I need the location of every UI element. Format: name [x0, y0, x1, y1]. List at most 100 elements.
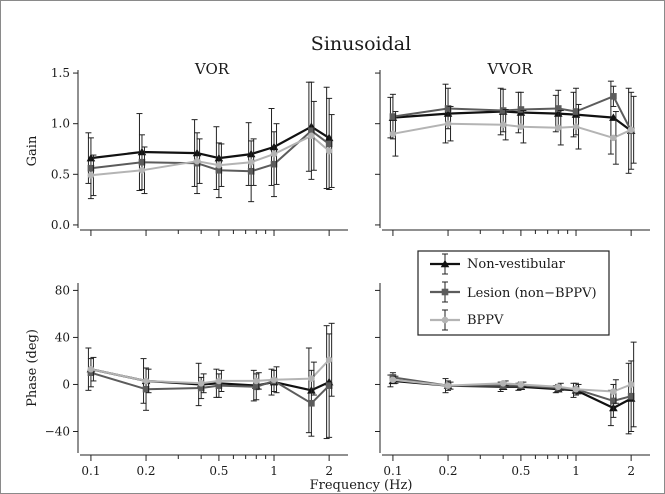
y-tick-label: 40 [55, 330, 70, 344]
legend-label-bppv: BPPV [467, 313, 504, 328]
x-tick-label: 0.2 [438, 464, 457, 478]
series-line [90, 359, 330, 385]
data-point [572, 385, 580, 393]
series-non-vestibular [85, 81, 334, 192]
data-point [215, 377, 223, 385]
data-point [308, 399, 315, 407]
series-line [392, 95, 632, 132]
series-bppv [87, 322, 335, 397]
data-point [554, 105, 562, 112]
data-point [554, 383, 562, 391]
x-tick-label: 2 [325, 464, 333, 478]
x-tick-label: 1 [572, 464, 580, 478]
data-point [389, 130, 397, 138]
data-point [627, 126, 635, 134]
data-point [308, 132, 315, 140]
panel-title-vvor: VVOR [487, 60, 534, 78]
data-point [389, 376, 397, 384]
x-tick-label: 1 [270, 464, 278, 478]
data-point [389, 113, 397, 120]
y-tick-label: 0 [62, 377, 70, 391]
data-point [444, 105, 452, 112]
x-tick-label: 0.2 [136, 464, 155, 478]
data-point [499, 121, 507, 128]
data-point [308, 375, 315, 382]
data-point [87, 369, 95, 377]
legend-marker-lesion-non-bppv [441, 288, 449, 296]
data-point [87, 164, 95, 172]
series-line [90, 134, 330, 177]
data-point [270, 376, 278, 384]
data-point [325, 356, 333, 364]
data-point [627, 392, 635, 400]
data-point [138, 158, 146, 166]
data-point [215, 166, 223, 174]
series-bppv [389, 341, 637, 428]
data-point [325, 147, 333, 155]
data-point [517, 123, 525, 131]
data-point [87, 172, 95, 179]
panel-vvor-gain [375, 70, 650, 236]
data-point [215, 161, 223, 169]
data-point [499, 107, 507, 114]
data-point [138, 166, 146, 174]
y-tick-label: −40 [45, 424, 70, 438]
data-point [270, 150, 278, 158]
y-tick-label: 80 [55, 283, 70, 297]
data-point [610, 134, 617, 142]
data-point [215, 382, 223, 389]
data-point [610, 397, 617, 405]
x-tick-label: 2 [627, 464, 635, 478]
panel-vor-gain: 0.0 0.5 1.0 1.5 [51, 66, 348, 236]
data-point [325, 382, 333, 389]
panel-vor-phase: −40 0 40 80 0.1 0.2 0.5 1 2 [45, 283, 348, 478]
panel-title-vor: VOR [194, 60, 230, 78]
y-tick-label: 1.5 [51, 66, 70, 80]
data-point [325, 140, 333, 148]
panel-vvor-phase: 0.1 0.2 0.5 1 2 [375, 283, 650, 478]
data-point [499, 379, 507, 387]
y-tick-label: 0.0 [51, 218, 70, 232]
legend: Non-vestibular Lesion (non−BPPV) BPPV [417, 250, 610, 336]
legend-symbols [430, 253, 460, 331]
data-point [252, 377, 260, 385]
x-tick-label: 0.5 [209, 464, 228, 478]
y-tick-label: 1.0 [51, 117, 70, 131]
series-line [90, 129, 330, 173]
series-lesion-non-bppv [87, 81, 333, 203]
y-tick-label: 0.5 [51, 167, 70, 181]
data-point [197, 379, 205, 387]
data-point [572, 108, 580, 115]
data-point [444, 120, 452, 127]
data-point [308, 127, 315, 135]
data-point [610, 93, 617, 100]
data-point [197, 384, 205, 392]
series-line [392, 122, 632, 139]
data-point [517, 381, 525, 388]
series-line [392, 378, 632, 393]
data-point [554, 124, 562, 132]
data-point [247, 167, 255, 175]
data-point [270, 160, 278, 168]
data-point [142, 377, 150, 385]
legend-label-non-vestibular: Non-vestibular [467, 257, 566, 272]
x-tick-label: 0.5 [511, 464, 530, 478]
series-lesion-non-bppv [87, 333, 333, 438]
data-point [193, 157, 201, 165]
data-point [610, 388, 617, 395]
legend-marker-bppv [441, 316, 449, 324]
data-point [247, 158, 255, 166]
y-axis-label-gain: Gain [25, 135, 40, 166]
series-line [90, 125, 330, 160]
data-point [572, 123, 580, 131]
data-point [142, 385, 150, 393]
series-line [90, 371, 330, 405]
x-tick-label: 0.1 [383, 464, 402, 478]
data-point [87, 365, 95, 373]
legend-marker-non-vestibular [440, 259, 450, 268]
x-tick-label: 0.1 [81, 464, 100, 478]
series-line [392, 110, 632, 132]
data-point [444, 382, 452, 389]
